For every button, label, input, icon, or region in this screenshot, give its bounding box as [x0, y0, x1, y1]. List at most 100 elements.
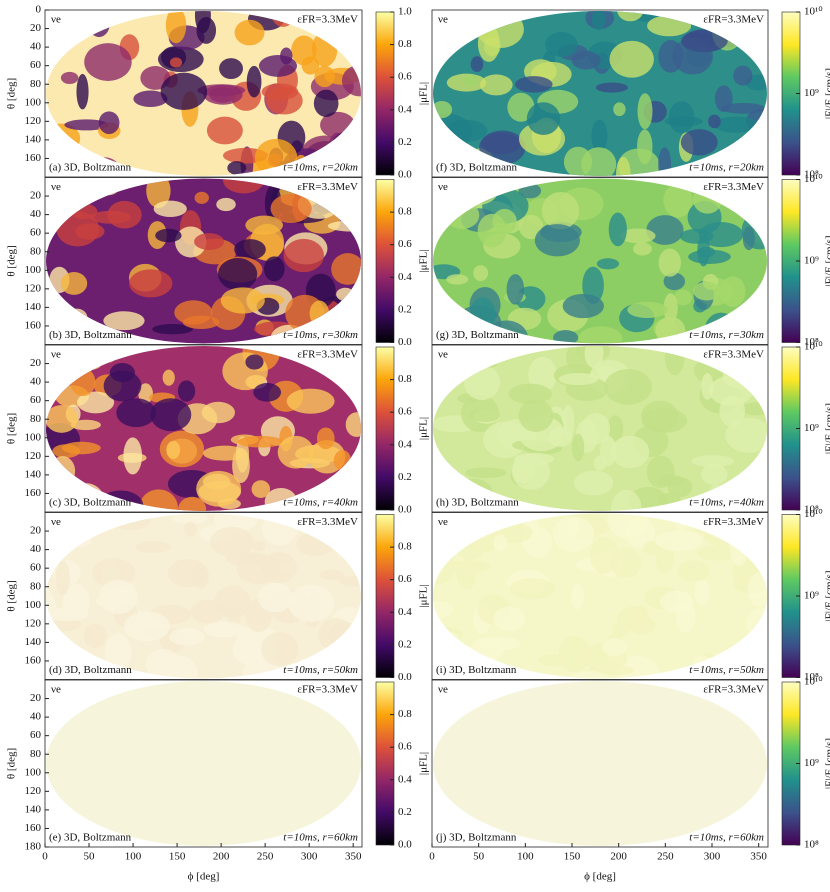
pattern-blob — [210, 526, 254, 558]
x-tick-label: 300 — [301, 851, 318, 863]
pattern-blob — [333, 450, 352, 471]
colorbar-tick-label: 0.8 — [398, 206, 412, 218]
colorbar-tick-label: 0.2 — [398, 806, 412, 818]
panel-label: (c) 3D, Boltzmann — [49, 497, 132, 509]
pattern-blob — [219, 58, 243, 80]
pattern-blob — [258, 55, 298, 77]
colorbar-tick-label: 0.6 — [398, 741, 412, 753]
pattern-blob — [123, 437, 143, 475]
pattern-blob — [84, 43, 132, 81]
colorbar-tick-label: 10⁹ — [804, 590, 819, 602]
pattern-blob — [172, 513, 209, 525]
pattern-blob — [742, 226, 755, 251]
pattern-blob — [52, 444, 81, 458]
pattern-blob — [444, 201, 480, 230]
pattern-blob — [234, 19, 265, 46]
y-axis-label: θ [deg] — [6, 78, 18, 109]
pattern-blob — [133, 90, 168, 108]
pattern-blob — [720, 276, 746, 307]
pattern-blob — [342, 200, 361, 223]
pattern-blob — [451, 178, 499, 206]
colorbar-label: |μFL| — [418, 82, 430, 105]
pattern-blob — [445, 119, 488, 142]
y-tick-label: 40 — [30, 208, 42, 220]
pattern-blob — [615, 656, 660, 679]
pattern-blob — [46, 190, 76, 222]
pattern-blob — [104, 633, 132, 671]
colorbar-label: |μFL| — [418, 584, 430, 607]
pattern-blob — [196, 16, 217, 44]
pattern-blob — [677, 560, 710, 582]
pattern-blob — [345, 412, 361, 437]
pattern-blob — [166, 440, 181, 459]
pattern-blob — [206, 116, 243, 145]
pattern-blob — [457, 541, 484, 561]
pattern-blob — [234, 239, 266, 260]
pattern-blob — [245, 354, 264, 370]
pattern-blob — [470, 297, 496, 332]
pattern-blob — [175, 226, 207, 258]
pattern-blob — [227, 161, 247, 175]
y-tick-label: 120 — [25, 617, 42, 629]
y-tick-label: 160 — [25, 822, 42, 834]
pattern-blob — [663, 183, 693, 218]
pattern-blob — [55, 560, 70, 596]
panel-label: (f) 3D, Boltzmann — [436, 162, 517, 174]
pattern-blob — [236, 553, 281, 585]
pattern-blob — [673, 289, 692, 306]
pattern-blob — [698, 222, 744, 248]
pattern-blob — [60, 71, 79, 85]
pattern-blob — [194, 191, 209, 204]
pattern-blob — [558, 635, 591, 673]
pattern-blob — [60, 272, 88, 295]
colorbar-tick-label: 10¹⁰ — [804, 6, 823, 18]
pattern-blob — [336, 287, 355, 302]
run-label: t=10ms, r=60km — [689, 832, 764, 844]
colorbar-tick-label: 10⁹ — [804, 87, 819, 99]
y-tick-label: 120 — [25, 450, 42, 462]
pattern-blob — [637, 93, 653, 130]
pattern-blob — [337, 356, 361, 385]
colorbar — [375, 11, 395, 176]
colorbar-tick-label: 0.4 — [398, 606, 412, 618]
colorbar-tick-label: 0.4 — [398, 438, 412, 450]
pattern-blob — [246, 65, 262, 98]
pattern-blob — [456, 559, 477, 590]
colorbar-tick-label: 0.6 — [398, 573, 412, 585]
pattern-blob — [165, 11, 187, 44]
colorbar-tick-label: 10¹⁰ — [804, 508, 823, 520]
colorbar-label: |F|/E [cm/s] — [824, 738, 830, 789]
pattern-blob — [658, 492, 681, 506]
pattern-blob — [70, 367, 96, 397]
pattern-blob — [314, 65, 335, 88]
pattern-blob — [99, 579, 138, 614]
pattern-blob — [691, 455, 735, 468]
x-tick-label: 100 — [517, 851, 534, 863]
species-label: νe — [438, 181, 448, 193]
axes-frame — [431, 344, 769, 513]
colorbar-tick-label: 0.8 — [398, 38, 412, 50]
x-tick-label: 350 — [345, 851, 362, 863]
pattern-blob — [319, 569, 346, 581]
pattern-blob — [591, 119, 608, 153]
x-tick-label: 250 — [657, 851, 674, 863]
pattern-blob — [548, 427, 573, 448]
pattern-blob — [667, 477, 693, 498]
pattern-blob — [264, 256, 285, 282]
pattern-blob — [341, 64, 361, 97]
run-label: t=10ms, r=50km — [283, 664, 358, 676]
colorbar-tick-label: 10⁸ — [804, 504, 819, 516]
sky-map — [433, 681, 767, 846]
pattern-blob — [581, 147, 617, 176]
pattern-blob — [569, 671, 609, 679]
colorbar-tick-label: 0.4 — [398, 271, 412, 283]
colorbar — [375, 681, 395, 846]
y-tick-label: 80 — [30, 245, 42, 257]
pattern-blob — [701, 463, 728, 486]
pattern-blob — [609, 40, 654, 78]
y-tick-label: 140 — [25, 636, 42, 648]
pattern-blob — [62, 22, 78, 34]
colorbar-tick-label: 0.0 — [398, 336, 412, 348]
pattern-blob — [216, 197, 236, 212]
pattern-blob — [493, 606, 526, 632]
